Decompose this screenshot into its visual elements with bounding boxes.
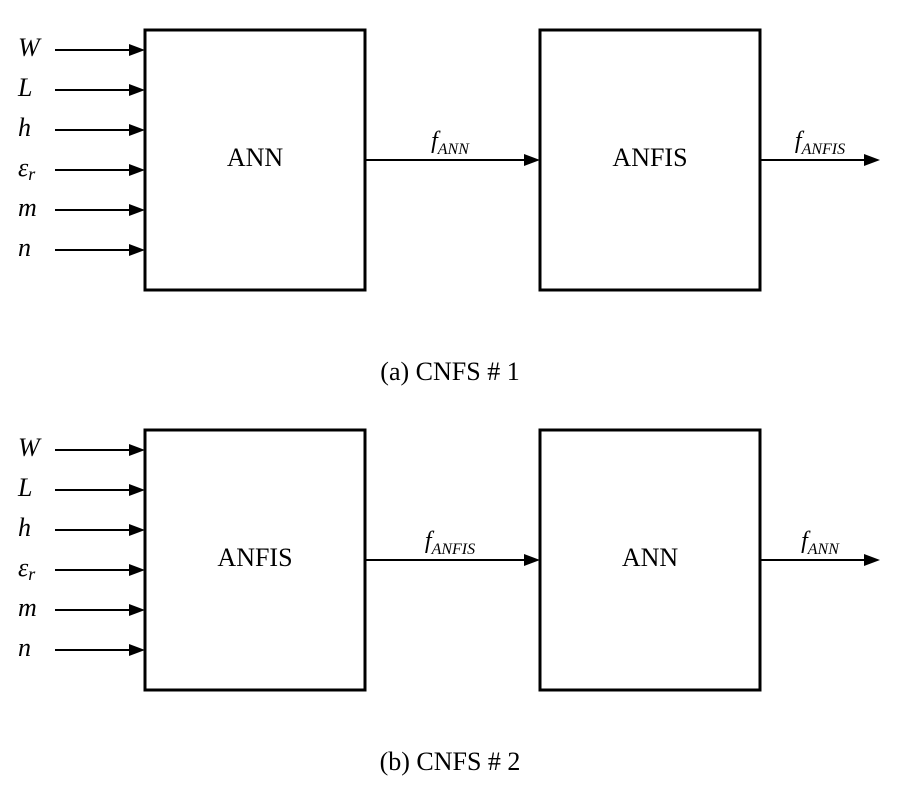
input-label: W xyxy=(18,433,42,462)
block-label: ANN xyxy=(622,543,679,572)
input-label: m xyxy=(18,593,37,622)
diagram-b: WLh εr mn ANFIS fANFIS ANN fANN (b) CNFS # 2 xyxy=(17,430,880,776)
input-label: L xyxy=(17,73,32,102)
caption: (a) CNFS # 1 xyxy=(380,357,519,386)
input-label: n xyxy=(18,633,31,662)
block-label: ANFIS xyxy=(612,143,687,172)
caption: (b) CNFS # 2 xyxy=(380,747,521,776)
input-label: W xyxy=(18,33,42,62)
input-label: n xyxy=(18,233,31,262)
block-label: ANFIS xyxy=(217,543,292,572)
signal-label: fANFIS xyxy=(425,528,475,558)
input-label: εr xyxy=(18,553,36,584)
signal-label: fANN xyxy=(801,528,840,558)
diagram-a: WLh εr mn ANN fANN ANFIS fANFIS (a) CNFS # 1 xyxy=(17,30,880,386)
input-label: h xyxy=(18,113,31,142)
signal-label: fANFIS xyxy=(795,128,845,158)
input-label: h xyxy=(18,513,31,542)
signal-label: fANN xyxy=(431,128,470,158)
block-label: ANN xyxy=(227,143,284,172)
input-label: m xyxy=(18,193,37,222)
input-label: εr xyxy=(18,153,36,184)
input-label: L xyxy=(17,473,32,502)
diagram-canvas: WLhεrmnANNfANNANFISfANFIS(a) CNFS # 1WLh… xyxy=(0,0,900,800)
